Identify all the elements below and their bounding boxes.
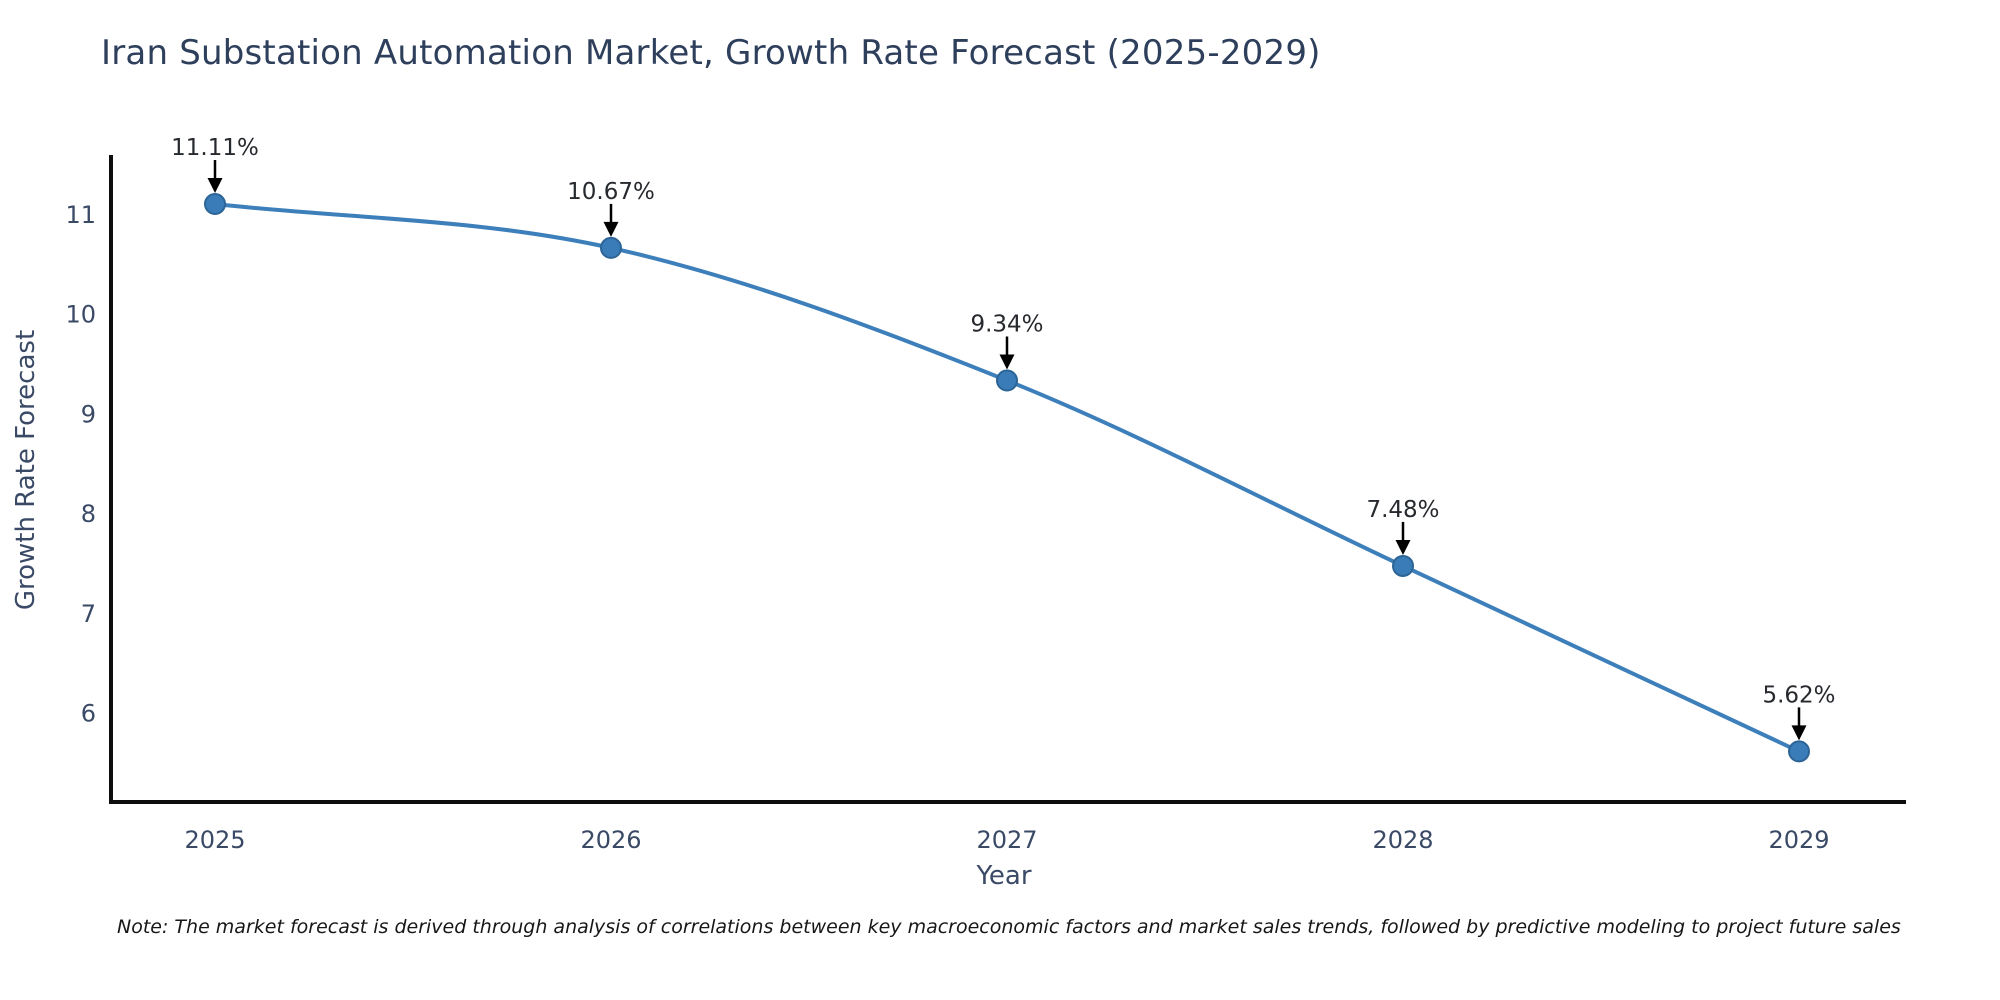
x-tick-label: 2028 (1372, 826, 1433, 854)
y-tick-label: 6 (81, 700, 96, 728)
x-axis-spine (109, 800, 1906, 804)
y-tick-label: 7 (81, 600, 96, 628)
line-series (204, 193, 1810, 763)
annotation-label: 11.11% (171, 135, 259, 161)
x-axis-tick-labels: 2025 2026 2027 2028 2029 (184, 826, 1829, 854)
y-axis-title: Growth Rate Forecast (11, 330, 41, 610)
y-axis-spine (109, 155, 113, 804)
data-point-marker (204, 193, 226, 216)
annotation-arrowhead (603, 221, 619, 237)
y-tick-label: 9 (81, 400, 96, 428)
data-point-marker (1392, 554, 1414, 577)
annotation-arrowhead (1395, 539, 1411, 555)
x-axis-title: Year (975, 861, 1031, 891)
annotation-arrowhead (207, 178, 223, 194)
axes-spines (109, 155, 1906, 804)
data-point-marker (600, 236, 622, 259)
x-tick-label: 2029 (1768, 826, 1829, 854)
annotation-label: 7.48% (1366, 497, 1439, 523)
chart-title: Iran Substation Automation Market, Growt… (101, 33, 1321, 73)
x-tick-label: 2027 (976, 826, 1037, 854)
annotation-arrowhead (999, 354, 1015, 370)
annotation-label: 5.62% (1762, 682, 1835, 708)
trend-line (213, 202, 1801, 754)
x-tick-label: 2025 (184, 826, 245, 854)
y-tick-label: 11 (65, 201, 96, 229)
x-tick-label: 2026 (580, 826, 641, 854)
footnote: Note: The market forecast is derived thr… (117, 916, 1901, 938)
annotation-label: 10.67% (567, 179, 655, 205)
y-axis-tick-labels: 6 7 8 9 10 11 (65, 201, 96, 728)
y-tick-label: 8 (81, 500, 96, 528)
annotation-label: 9.34% (970, 312, 1043, 338)
y-tick-label: 10 (65, 301, 96, 329)
data-point-marker (1788, 740, 1810, 763)
annotation-arrowhead (1791, 725, 1807, 741)
annotations: 11.11% 10.67% 9.34% 7.48% 5.62% (171, 135, 1836, 741)
data-point-marker (996, 369, 1018, 392)
